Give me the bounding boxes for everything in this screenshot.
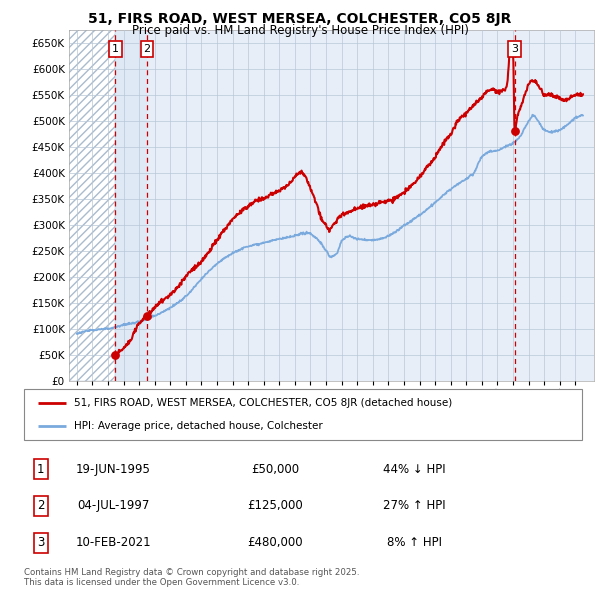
Point	[510, 126, 520, 136]
Bar	[69, 30, 115, 381]
Text: Price paid vs. HM Land Registry's House Price Index (HPI): Price paid vs. HM Land Registry's House …	[131, 24, 469, 37]
Text: 44% ↓ HPI: 44% ↓ HPI	[383, 463, 446, 476]
Text: 1: 1	[37, 463, 44, 476]
Bar	[115, 30, 147, 381]
Text: 10-FEB-2021: 10-FEB-2021	[76, 536, 151, 549]
Text: 04-JUL-1997: 04-JUL-1997	[77, 499, 149, 513]
Text: £125,000: £125,000	[247, 499, 303, 513]
Text: 1: 1	[112, 44, 119, 54]
Text: 2: 2	[37, 499, 44, 513]
Text: HPI: Average price, detached house, Colchester: HPI: Average price, detached house, Colc…	[74, 421, 323, 431]
Text: 51, FIRS ROAD, WEST MERSEA, COLCHESTER, CO5 8JR: 51, FIRS ROAD, WEST MERSEA, COLCHESTER, …	[88, 12, 512, 26]
Point	[110, 350, 120, 359]
Text: 3: 3	[37, 536, 44, 549]
Point	[142, 311, 152, 320]
Text: 8% ↑ HPI: 8% ↑ HPI	[387, 536, 442, 549]
Text: 27% ↑ HPI: 27% ↑ HPI	[383, 499, 446, 513]
Text: £480,000: £480,000	[247, 536, 303, 549]
Text: 2: 2	[143, 44, 151, 54]
Text: 51, FIRS ROAD, WEST MERSEA, COLCHESTER, CO5 8JR (detached house): 51, FIRS ROAD, WEST MERSEA, COLCHESTER, …	[74, 398, 452, 408]
Text: £50,000: £50,000	[251, 463, 299, 476]
Text: Contains HM Land Registry data © Crown copyright and database right 2025.
This d: Contains HM Land Registry data © Crown c…	[24, 568, 359, 587]
Text: 3: 3	[511, 44, 518, 54]
Bar	[69, 30, 115, 381]
Text: 19-JUN-1995: 19-JUN-1995	[76, 463, 151, 476]
